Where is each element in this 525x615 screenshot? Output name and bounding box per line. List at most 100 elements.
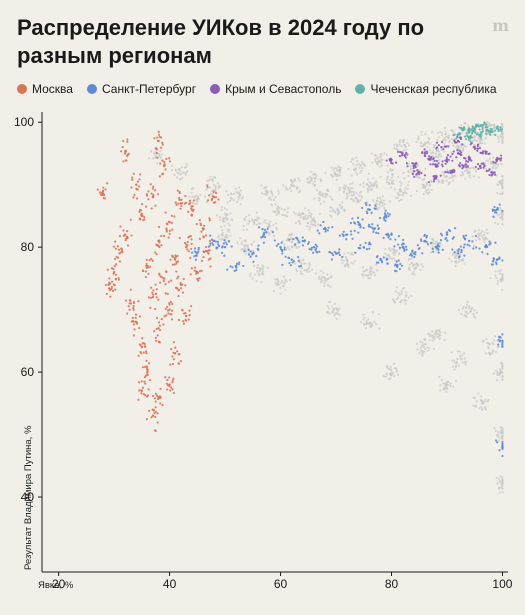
- data-point: [395, 264, 399, 268]
- data-point: [164, 307, 167, 310]
- data-point: [111, 289, 115, 292]
- background-point: [478, 229, 481, 232]
- background-point: [390, 257, 394, 260]
- background-point: [279, 286, 282, 289]
- background-point: [306, 221, 309, 224]
- data-point: [374, 207, 377, 211]
- background-point: [211, 180, 214, 183]
- background-point: [307, 209, 310, 212]
- background-point: [379, 155, 382, 158]
- data-point: [221, 246, 224, 249]
- background-point: [393, 253, 396, 257]
- data-point: [435, 159, 439, 163]
- data-point: [166, 292, 169, 295]
- background-point: [459, 252, 462, 256]
- background-point: [329, 195, 332, 198]
- data-point: [204, 245, 208, 249]
- background-point: [358, 166, 361, 169]
- background-point: [193, 202, 197, 205]
- background-point: [420, 133, 423, 137]
- data-point: [484, 245, 488, 249]
- background-point: [413, 273, 416, 276]
- background-point: [390, 374, 393, 377]
- background-point: [355, 156, 358, 159]
- background-point: [330, 215, 333, 218]
- background-point: [333, 166, 336, 170]
- data-point: [481, 126, 484, 129]
- background-point: [416, 348, 419, 351]
- data-point: [402, 242, 405, 246]
- data-point: [212, 243, 215, 247]
- data-point: [242, 264, 245, 268]
- background-point: [334, 172, 337, 175]
- data-point: [495, 258, 499, 261]
- background-point: [501, 378, 504, 381]
- background-point: [294, 245, 297, 248]
- data-point: [212, 196, 216, 199]
- data-point: [158, 340, 161, 343]
- background-point: [450, 176, 454, 179]
- background-point: [308, 181, 312, 185]
- background-point: [478, 140, 481, 143]
- data-point: [387, 215, 390, 218]
- data-point: [206, 199, 210, 202]
- background-point: [405, 291, 408, 294]
- data-point: [216, 240, 220, 244]
- background-point: [262, 273, 265, 276]
- data-point: [143, 345, 146, 348]
- data-point: [441, 248, 444, 251]
- background-point: [383, 206, 386, 210]
- background-point: [443, 338, 446, 342]
- data-point: [501, 445, 504, 449]
- data-point: [451, 171, 454, 174]
- data-point: [189, 235, 192, 238]
- data-point: [443, 145, 446, 148]
- data-point: [156, 334, 159, 337]
- background-point: [279, 281, 283, 285]
- y-tick-label: 80: [21, 240, 35, 254]
- background-point: [281, 279, 284, 282]
- background-point: [402, 171, 405, 174]
- data-point: [410, 254, 414, 257]
- data-point: [172, 377, 175, 380]
- background-point: [501, 218, 504, 221]
- background-point: [469, 176, 472, 179]
- data-point: [160, 136, 163, 139]
- background-point: [498, 367, 501, 371]
- background-point: [450, 129, 453, 132]
- background-point: [383, 203, 386, 206]
- background-point: [441, 139, 445, 142]
- data-point: [160, 276, 164, 279]
- data-point: [251, 252, 255, 255]
- background-point: [363, 323, 366, 326]
- data-point: [169, 389, 172, 392]
- background-point: [297, 177, 300, 180]
- series-2: [385, 135, 503, 184]
- data-point: [391, 162, 394, 165]
- background-point: [425, 182, 428, 185]
- data-point: [161, 141, 164, 144]
- background-point: [310, 179, 313, 182]
- background-point: [404, 148, 407, 151]
- background-point: [304, 214, 308, 217]
- background-point: [353, 168, 356, 171]
- data-point: [447, 145, 450, 148]
- background-point: [397, 193, 400, 196]
- background-point: [480, 142, 484, 145]
- data-point: [212, 239, 216, 243]
- data-point: [439, 238, 443, 242]
- data-point: [201, 227, 205, 230]
- background-point: [436, 156, 439, 159]
- background-point: [220, 206, 223, 209]
- background-point: [225, 234, 228, 237]
- data-point: [189, 256, 192, 260]
- background-point: [397, 253, 401, 256]
- data-point: [386, 212, 389, 215]
- background-point: [240, 241, 244, 244]
- data-point: [476, 162, 480, 166]
- data-point: [173, 352, 177, 355]
- data-point: [308, 248, 311, 251]
- background-point: [420, 130, 423, 133]
- background-point: [338, 174, 341, 177]
- data-point: [386, 232, 389, 235]
